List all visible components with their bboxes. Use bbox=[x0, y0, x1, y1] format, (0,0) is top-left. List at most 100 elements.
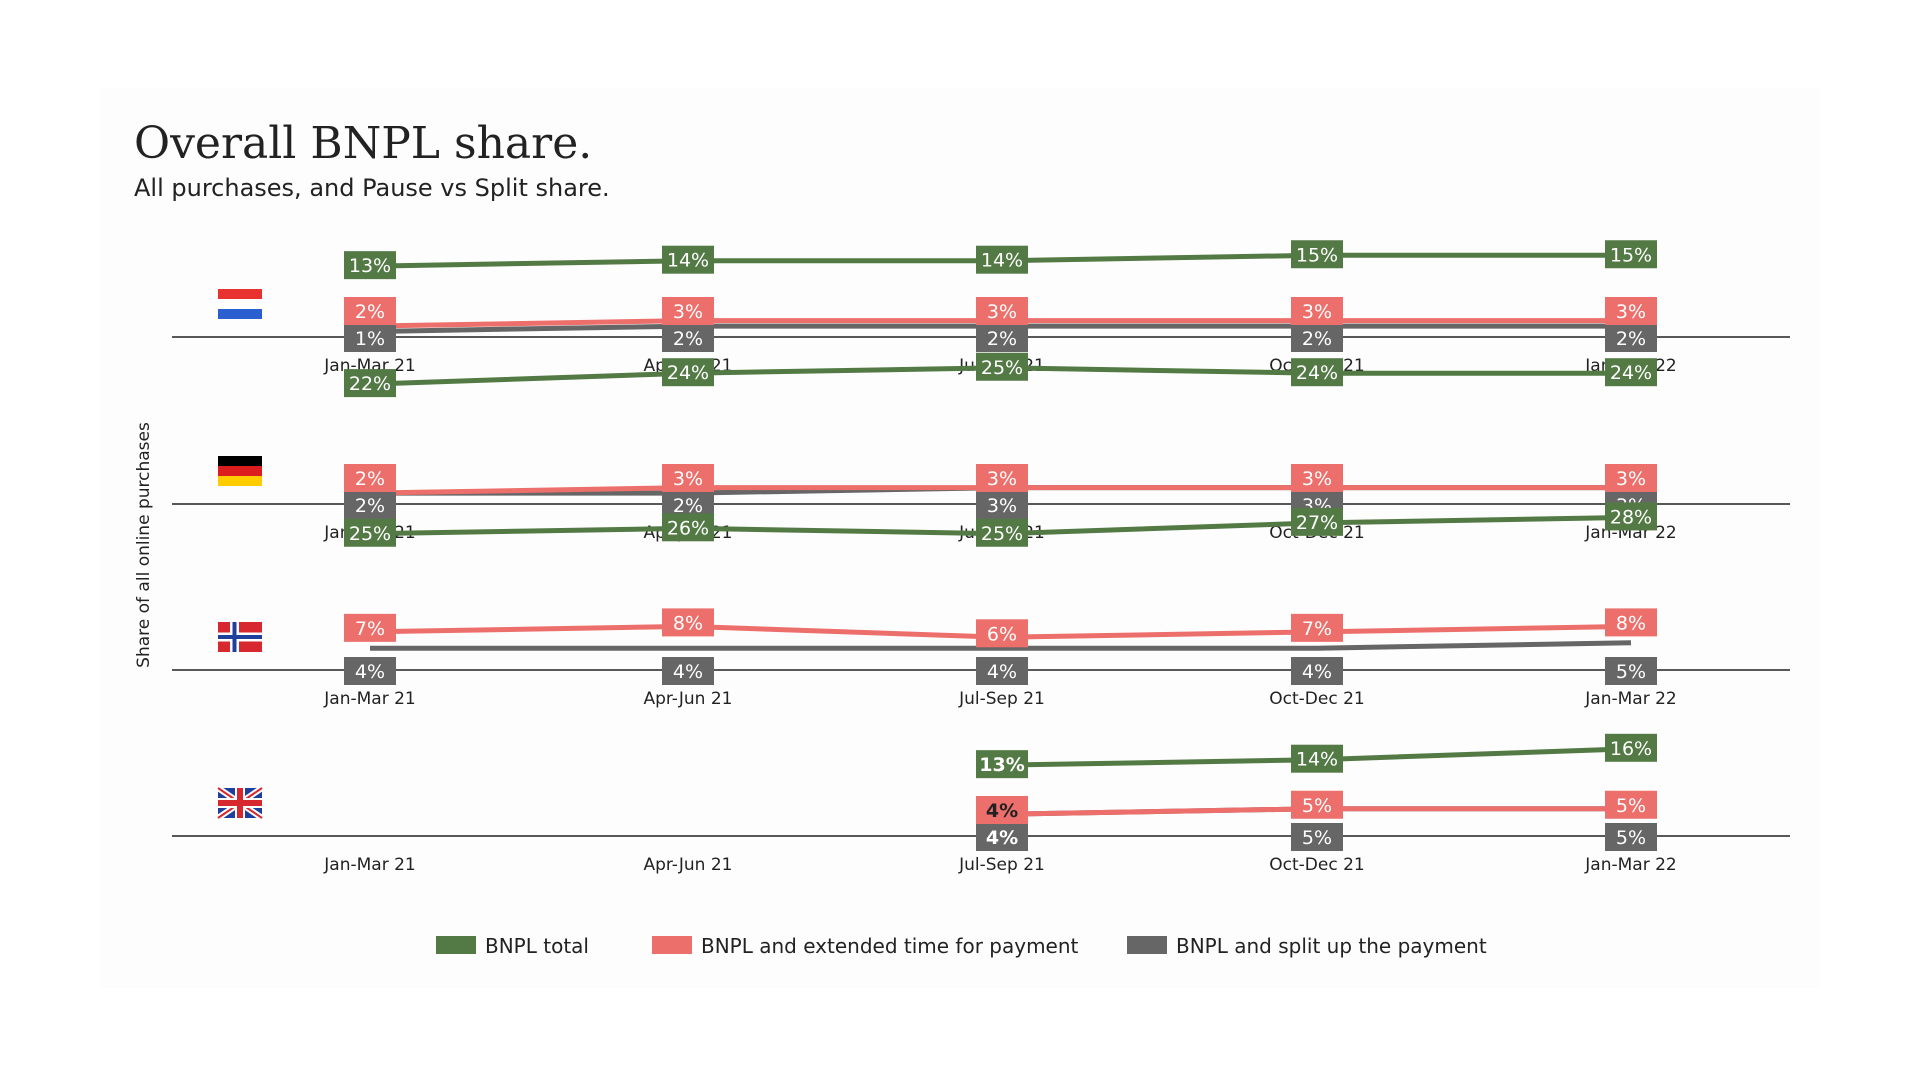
data-label-split: 4% bbox=[673, 661, 703, 683]
data-label-box-extended bbox=[976, 796, 1028, 824]
data-label-box-total bbox=[1291, 358, 1343, 387]
y-axis-label: Share of all online purchases bbox=[134, 422, 154, 668]
data-label-box-total bbox=[662, 513, 714, 542]
data-label-total: 13% bbox=[979, 754, 1024, 776]
data-label-box-extended bbox=[976, 619, 1028, 648]
x-tick-label: Oct-Dec 21 bbox=[1269, 855, 1364, 875]
data-label-box-split bbox=[976, 657, 1028, 685]
data-label-extended: 2% bbox=[355, 301, 385, 323]
data-label-box-extended bbox=[1605, 464, 1657, 492]
data-label-box-total bbox=[1605, 733, 1657, 762]
data-label-total: 15% bbox=[1296, 244, 1338, 266]
flag-germany-icon bbox=[218, 456, 262, 486]
data-label-split: 1% bbox=[355, 328, 385, 350]
data-label-extended: 3% bbox=[1616, 468, 1646, 490]
legend-label: BNPL and extended time for payment bbox=[701, 934, 1079, 958]
data-label-box-split bbox=[344, 324, 396, 352]
data-label-box-split bbox=[1605, 324, 1657, 352]
data-label-box-total bbox=[1605, 358, 1657, 387]
data-label-extended: 5% bbox=[1302, 795, 1332, 817]
data-label-total: 27% bbox=[1296, 512, 1338, 534]
data-label-box-extended bbox=[344, 297, 396, 325]
chart-title: Overall BNPL share. bbox=[134, 118, 593, 169]
legend-swatch bbox=[652, 936, 692, 954]
data-label-box-split bbox=[976, 324, 1028, 352]
data-label-box-extended bbox=[662, 297, 714, 325]
legend-label: BNPL and split up the payment bbox=[1176, 934, 1487, 958]
data-label-total: 25% bbox=[349, 523, 391, 545]
data-label-split: 2% bbox=[355, 495, 385, 517]
data-label-box-extended bbox=[976, 297, 1028, 325]
data-label-box-split bbox=[976, 823, 1028, 851]
x-tick-label: Jan-Mar 21 bbox=[323, 855, 415, 875]
x-tick-label: Oct-Dec 21 bbox=[1269, 689, 1364, 709]
data-label-box-split bbox=[344, 657, 396, 685]
data-label-box-total bbox=[344, 518, 396, 547]
data-label-split: 4% bbox=[355, 661, 385, 683]
data-label-extended: 8% bbox=[673, 612, 703, 634]
data-label-total: 14% bbox=[667, 250, 709, 272]
data-label-extended: 3% bbox=[1302, 301, 1332, 323]
data-label-split: 2% bbox=[673, 495, 703, 517]
data-label-split: 5% bbox=[1616, 827, 1646, 849]
data-label-extended: 3% bbox=[673, 301, 703, 323]
chart-subtitle: All purchases, and Pause vs Split share. bbox=[134, 174, 610, 202]
data-label-total: 14% bbox=[1296, 749, 1338, 771]
data-label-box-total bbox=[662, 358, 714, 387]
data-label-total: 13% bbox=[349, 255, 391, 277]
data-label-box-split bbox=[1291, 324, 1343, 352]
data-label-split: 3% bbox=[987, 495, 1017, 517]
data-label-box-extended bbox=[344, 464, 396, 492]
x-tick-label: Jan-Mar 22 bbox=[1584, 689, 1676, 709]
flag-norway-icon bbox=[218, 622, 262, 652]
data-label-split: 5% bbox=[1302, 827, 1332, 849]
data-label-total: 24% bbox=[667, 362, 709, 384]
data-label-total: 24% bbox=[1296, 362, 1338, 384]
data-label-box-extended bbox=[1605, 790, 1657, 819]
data-label-box-extended bbox=[344, 613, 396, 642]
data-label-box-extended bbox=[662, 464, 714, 492]
legend-label: BNPL total bbox=[485, 934, 589, 958]
data-label-box-extended bbox=[662, 608, 714, 637]
data-label-box-extended bbox=[1291, 464, 1343, 492]
data-label-box-split bbox=[662, 324, 714, 352]
data-label-box-total bbox=[344, 251, 396, 280]
data-label-box-split bbox=[1291, 657, 1343, 685]
data-label-box-split bbox=[662, 657, 714, 685]
data-label-extended: 5% bbox=[1616, 795, 1646, 817]
x-tick-label: Apr-Jun 21 bbox=[643, 855, 732, 875]
data-label-box-extended bbox=[1605, 297, 1657, 325]
data-label-box-split bbox=[1291, 823, 1343, 851]
data-label-box-total bbox=[976, 750, 1028, 779]
data-label-extended: 8% bbox=[1616, 612, 1646, 634]
data-label-split: 5% bbox=[1616, 661, 1646, 683]
data-label-extended: 7% bbox=[355, 618, 385, 640]
data-label-extended: 3% bbox=[1302, 468, 1332, 490]
data-label-total: 15% bbox=[1610, 244, 1652, 266]
data-label-extended: 3% bbox=[673, 468, 703, 490]
data-label-box-extended bbox=[1291, 297, 1343, 325]
data-label-box-split bbox=[976, 491, 1028, 519]
flag-uk-icon bbox=[216, 785, 264, 821]
legend-swatch bbox=[436, 936, 476, 954]
data-label-box-total bbox=[1605, 502, 1657, 531]
data-label-box-total bbox=[344, 369, 396, 398]
legend-swatch bbox=[1127, 936, 1167, 954]
x-tick-label: Jul-Sep 21 bbox=[958, 855, 1045, 875]
x-tick-label: Jul-Sep 21 bbox=[958, 689, 1045, 709]
data-label-extended: 3% bbox=[1616, 301, 1646, 323]
data-label-total: 25% bbox=[981, 357, 1023, 379]
panel-uk: Jan-Mar 21 Apr-Jun 21 Jul-Sep 21 Oct-Dec 21… bbox=[172, 733, 1790, 875]
data-label-split: 2% bbox=[673, 328, 703, 350]
data-label-extended: 7% bbox=[1302, 618, 1332, 640]
data-label-split: 2% bbox=[1302, 328, 1332, 350]
data-label-total: 26% bbox=[667, 517, 709, 539]
x-tick-label: Jan-Mar 22 bbox=[1584, 855, 1676, 875]
data-label-total: 16% bbox=[1610, 738, 1652, 760]
data-label-total: 14% bbox=[981, 250, 1023, 272]
data-label-box-extended bbox=[1605, 608, 1657, 637]
data-label-box-total bbox=[1291, 240, 1343, 269]
data-label-total: 28% bbox=[1610, 506, 1652, 528]
data-label-extended: 4% bbox=[986, 800, 1018, 822]
